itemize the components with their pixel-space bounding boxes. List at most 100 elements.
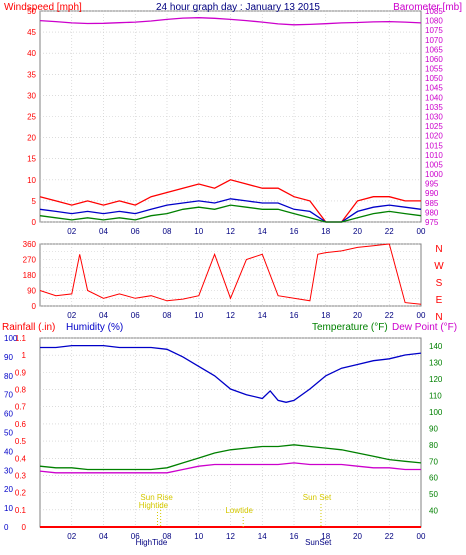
- rainfall-axis-tick-label: 0.3: [15, 471, 27, 480]
- direction-compass-label: E: [436, 295, 443, 306]
- barometer-axis-tick-label: 985: [425, 199, 439, 208]
- wind-time-tick-label: 22: [385, 227, 394, 236]
- humidity-axis-tick-label: 20: [4, 485, 13, 494]
- barometer-axis-tick-label: 1035: [425, 103, 443, 112]
- climate-time-tick-label: 18: [321, 532, 330, 541]
- sunset-axis-label: SunSet: [305, 538, 332, 547]
- barometer-axis-tick-label: 1010: [425, 151, 443, 160]
- series-temperature-f-: [39, 444, 422, 471]
- direction-compass-label: N: [435, 312, 442, 323]
- barometer-axis-tick-label: 1065: [425, 45, 443, 54]
- direction-axis-tick-label: 270: [23, 256, 37, 265]
- climate-time-tick-label: 06: [131, 532, 140, 541]
- humidity-axis-tick-label: 30: [4, 466, 13, 475]
- sunrise-label: Sun Rise: [140, 493, 173, 502]
- direction-time-tick-label: 08: [163, 311, 172, 320]
- temperature-axis-tick-label: 140: [429, 342, 443, 351]
- hightide-label: Hightide: [139, 501, 169, 510]
- wind-time-tick-label: 20: [353, 227, 362, 236]
- rainfall-axis-tick-label: 0.7: [15, 403, 27, 412]
- direction-time-tick-label: 10: [194, 311, 203, 320]
- wind-axis-tick-label: 15: [27, 155, 36, 164]
- sunset-label: Sun Set: [303, 493, 332, 502]
- barometer-axis-tick-label: 1060: [425, 55, 443, 64]
- barometer-axis-tick-label: 1040: [425, 93, 443, 102]
- direction-time-tick-label: 20: [353, 311, 362, 320]
- wind-time-tick-label: 08: [163, 227, 172, 236]
- wind-time-tick-label: 14: [258, 227, 267, 236]
- rainfall-axis-tick-label: 0.8: [15, 386, 27, 395]
- barometer-axis-tick-label: 980: [425, 208, 439, 217]
- barometer-axis-tick-label: 975: [425, 218, 439, 227]
- direction-time-tick-label: 22: [385, 311, 394, 320]
- wind-axis-tick-label: 30: [27, 91, 36, 100]
- rainfall-axis-tick-label: 0.1: [15, 506, 27, 515]
- barometer-axis-tick-label: 1085: [425, 7, 443, 16]
- series-wind-speed: [39, 204, 422, 223]
- rainfall-axis-tick-label: 0.5: [15, 437, 27, 446]
- climate-time-tick-label: 14: [258, 532, 267, 541]
- temperature-axis-tick-label: 100: [429, 408, 443, 417]
- wind-axis-tick-label: 50: [27, 7, 36, 16]
- direction-compass-label: N: [435, 244, 442, 255]
- wind-time-tick-label: 12: [226, 227, 235, 236]
- wind-axis-tick-label: 40: [27, 49, 36, 58]
- lowtide-label: Lowtide: [225, 506, 253, 515]
- humidity-axis-tick-label: 90: [4, 353, 13, 362]
- barometer-axis-tick-label: 1080: [425, 17, 443, 26]
- climate-time-tick-label: 20: [353, 532, 362, 541]
- direction-axis-tick-label: 180: [23, 271, 37, 280]
- barometer-axis-tick-label: 1045: [425, 84, 443, 93]
- barometer-axis-tick-label: 1020: [425, 132, 443, 141]
- temperature-axis-tick-label: 80: [429, 441, 438, 450]
- dewpoint-axis-title: Dew Point (°F): [392, 322, 457, 333]
- direction-time-tick-label: 06: [131, 311, 140, 320]
- climate-panel-frame: [39, 337, 422, 528]
- barometer-axis-tick-label: 1025: [425, 122, 443, 131]
- barometer-axis-tick-label: 1075: [425, 26, 443, 35]
- direction-axis-tick-label: 90: [27, 287, 36, 296]
- barometer-axis-tick-label: 1070: [425, 36, 443, 45]
- chart-title: 24 hour graph day : January 13 2015: [156, 2, 320, 13]
- hightide-axis-label: HighTide: [136, 538, 168, 547]
- barometer-axis-tick-label: 1005: [425, 160, 443, 169]
- humidity-axis-tick-label: 60: [4, 410, 13, 419]
- barometer-axis-tick-label: 1000: [425, 170, 443, 179]
- temperature-axis-tick-label: 110: [429, 392, 442, 401]
- climate-time-tick-label: 08: [163, 532, 172, 541]
- wind-time-tick-label: 16: [290, 227, 299, 236]
- wind-axis-tick-label: 10: [27, 176, 36, 185]
- wind-axis-tick-label: 5: [32, 197, 37, 206]
- direction-axis-tick-label: 0: [32, 302, 37, 311]
- direction-time-tick-label: 12: [226, 311, 235, 320]
- wind-axis-tick-label: 25: [27, 113, 36, 122]
- rainfall-axis-tick-label: 1: [22, 351, 27, 360]
- series-wind-direction: [39, 243, 422, 305]
- humidity-axis-tick-label: 10: [4, 504, 13, 513]
- wind-time-tick-label: 00: [417, 227, 426, 236]
- direction-time-tick-label: 18: [321, 311, 330, 320]
- temperature-axis-tick-label: 40: [429, 507, 438, 516]
- wind-axis-title: Windspeed [mph]: [4, 2, 82, 13]
- climate-time-tick-label: 10: [194, 532, 203, 541]
- barometer-axis-tick-label: 1015: [425, 141, 443, 150]
- wind-time-tick-label: 10: [194, 227, 203, 236]
- rainfall-axis-tick-label: 0.6: [15, 420, 27, 429]
- direction-compass-label: W: [434, 261, 444, 272]
- barometer-axis-tick-label: 1055: [425, 65, 443, 74]
- rainfall-axis-tick-label: 0.9: [15, 368, 27, 377]
- direction-axis-tick-label: 360: [23, 240, 37, 249]
- temperature-axis-tick-label: 90: [429, 424, 438, 433]
- wind-axis-tick-label: 20: [27, 134, 36, 143]
- wind-axis-tick-label: 0: [32, 218, 37, 227]
- humidity-axis-title: Humidity (%): [66, 322, 123, 333]
- barometer-axis-title: Barometer [mb]: [393, 2, 462, 13]
- rainfall-axis-tick-label: 1.1: [15, 334, 27, 343]
- direction-time-tick-label: 16: [290, 311, 299, 320]
- direction-compass-label: S: [436, 278, 443, 289]
- direction-time-tick-label: 00: [417, 311, 426, 320]
- humidity-axis-tick-label: 70: [4, 391, 13, 400]
- temperature-axis-tick-label: 120: [429, 375, 443, 384]
- climate-time-tick-label: 02: [67, 532, 76, 541]
